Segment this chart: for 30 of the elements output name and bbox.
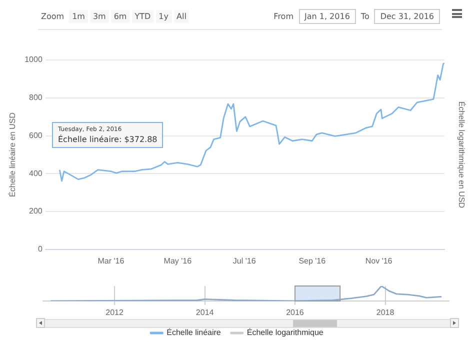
y-tick-label: 1000 <box>24 55 43 64</box>
x-tick-label: Nov '16 <box>365 256 393 266</box>
y-tick-label: 0 <box>38 244 43 254</box>
x-tick-label: May '16 <box>164 256 192 266</box>
text: Dec 31, 2016 <box>374 8 440 24</box>
y-tick-label: 200 <box>29 206 43 216</box>
text: Jan 1, 2016 <box>298 8 356 24</box>
legend-label: Échelle logarithmique <box>246 328 324 338</box>
x-tick-label: Jul '16 <box>232 256 256 266</box>
text: 1m <box>69 10 88 22</box>
text: Zoom <box>40 10 66 22</box>
y-tick-label: 400 <box>29 168 43 178</box>
y2-axis-title: Échelle logarithmique en USD <box>456 101 466 208</box>
x-tick-label: Sep '16 <box>298 256 326 266</box>
x-tick-label: 2014 <box>196 308 214 318</box>
text: 1y <box>156 10 172 22</box>
y-tick-label: 600 <box>29 130 43 140</box>
text: To <box>360 10 370 22</box>
y-axis-title: Échelle linéaire en USD <box>8 112 18 197</box>
x-tick-label: Mar '16 <box>98 256 125 266</box>
text: From <box>272 10 294 22</box>
x-tick-label: 2018 <box>376 308 395 318</box>
legend-label: Échelle linéaire <box>166 328 222 338</box>
text: YTD <box>132 10 154 22</box>
y-tick-label: 800 <box>29 93 43 102</box>
text: All <box>174 10 190 22</box>
x-tick-label: 2012 <box>106 308 124 318</box>
x-tick-label: 2016 <box>286 308 304 318</box>
text: 3m <box>90 10 109 22</box>
text: 6m <box>110 10 130 22</box>
